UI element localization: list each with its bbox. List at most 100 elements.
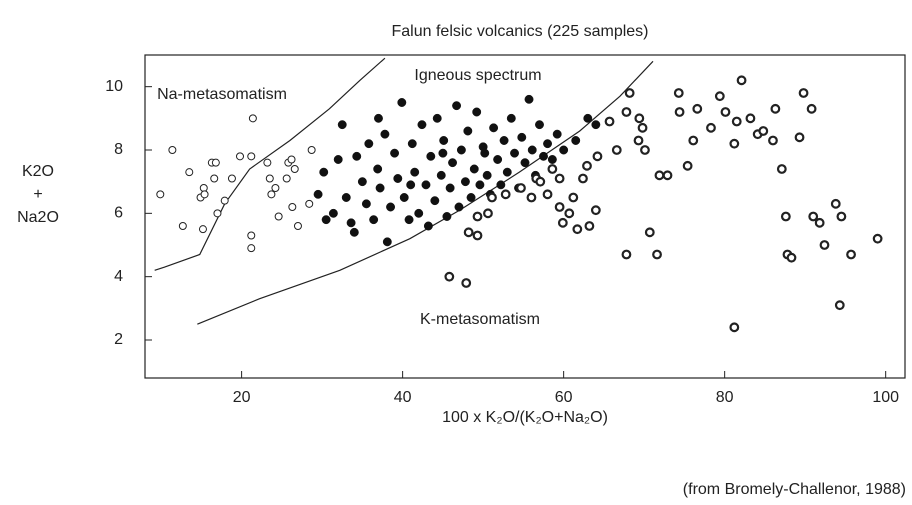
data-point <box>341 193 351 202</box>
data-point <box>487 192 497 203</box>
data-point <box>846 249 856 260</box>
data-point <box>644 227 655 238</box>
data-point <box>404 215 414 225</box>
data-point <box>337 120 347 130</box>
annotation: Na-metasomatism <box>157 86 287 103</box>
data-point <box>375 183 385 193</box>
data-point <box>745 113 756 124</box>
data-point <box>236 152 244 161</box>
data-point <box>213 209 222 218</box>
data-point <box>397 98 407 107</box>
source-note: (from Bromely-Challenor, 1988) <box>683 481 906 498</box>
data-point <box>247 231 256 240</box>
data-point <box>448 158 457 168</box>
data-point <box>472 107 482 117</box>
data-point <box>516 183 526 193</box>
data-point <box>776 164 787 174</box>
data-point <box>583 113 593 123</box>
data-point <box>439 136 449 145</box>
data-point <box>460 177 470 187</box>
data-point <box>786 252 797 263</box>
data-point <box>475 180 485 190</box>
boundary-curve <box>154 57 386 271</box>
data-point <box>520 158 530 168</box>
x-tick-label: 80 <box>716 389 734 406</box>
x-axis-label: 100 x K₂O/(K₂O+Na₂O) <box>442 409 608 426</box>
data-point <box>729 322 740 333</box>
data-point <box>557 217 568 228</box>
y-tick-label: 6 <box>114 205 123 222</box>
data-point <box>265 174 274 183</box>
data-point <box>423 221 433 231</box>
data-point <box>466 193 476 202</box>
data-point <box>349 227 359 237</box>
data-point <box>364 139 374 149</box>
data-point <box>830 198 841 209</box>
y-tick-label: 2 <box>114 331 123 348</box>
data-point <box>770 103 781 114</box>
data-point <box>633 135 644 146</box>
data-point <box>287 155 296 164</box>
data-point <box>506 113 516 123</box>
data-point <box>211 158 220 167</box>
data-point <box>438 148 448 158</box>
data-point <box>357 177 367 187</box>
data-point <box>572 224 583 235</box>
data-point <box>482 170 492 180</box>
data-point <box>552 129 562 139</box>
data-point <box>369 215 379 225</box>
data-point <box>198 225 207 234</box>
x-tick-label: 40 <box>394 389 412 406</box>
data-point <box>463 227 474 238</box>
data-point <box>493 155 503 164</box>
data-point <box>692 103 703 114</box>
data-point <box>527 145 537 155</box>
data-point <box>758 126 769 136</box>
data-point <box>452 101 462 111</box>
data-point <box>178 222 187 230</box>
data-point <box>547 164 558 174</box>
data-point <box>584 221 595 231</box>
data-point <box>640 145 650 155</box>
data-point <box>305 199 314 208</box>
data-point <box>382 237 392 247</box>
data-point <box>480 148 490 158</box>
data-point <box>386 202 396 212</box>
data-point <box>421 180 431 190</box>
data-point <box>469 164 479 174</box>
data-point <box>682 160 693 171</box>
x-tick-label: 60 <box>555 389 573 406</box>
data-point <box>731 116 742 127</box>
annotation: Igneous spectrum <box>414 67 541 84</box>
data-point <box>374 113 383 123</box>
data-point <box>168 146 177 154</box>
data-point <box>489 123 499 133</box>
data-point <box>736 75 747 86</box>
data-point <box>227 174 236 183</box>
data-point <box>654 170 665 181</box>
data-point <box>267 190 276 199</box>
y-tick-label: 4 <box>114 268 123 285</box>
data-point <box>436 170 446 180</box>
data-point <box>274 212 283 221</box>
data-point <box>578 173 588 184</box>
annotation: K-metasomatism <box>420 311 540 328</box>
data-point <box>542 189 553 200</box>
data-point <box>463 126 473 136</box>
data-point <box>185 168 194 177</box>
data-point <box>554 173 565 184</box>
data-point <box>720 107 731 117</box>
data-point <box>307 146 316 154</box>
data-point <box>432 113 442 123</box>
data-point <box>271 184 280 192</box>
data-point <box>247 244 256 253</box>
data-point <box>380 129 390 139</box>
data-point <box>406 180 416 190</box>
data-point <box>834 300 845 311</box>
data-point <box>454 202 464 212</box>
data-point <box>472 230 483 241</box>
data-point <box>662 170 673 181</box>
x-tick-label: 100 <box>872 389 899 406</box>
data-point <box>794 132 805 143</box>
